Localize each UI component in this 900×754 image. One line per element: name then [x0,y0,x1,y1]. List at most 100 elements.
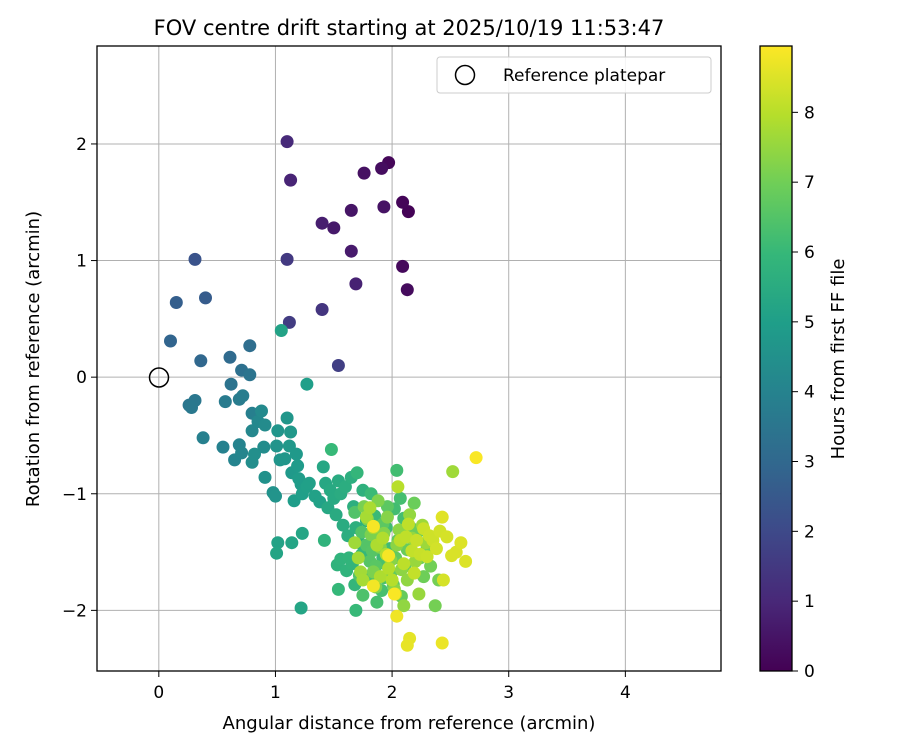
scatter-point [224,377,238,391]
colorbar-tick-label: 5 [804,313,815,333]
scatter-point [397,599,411,613]
scatter-point [274,324,288,337]
scatter-point [317,533,331,547]
legend: Reference platepar [436,56,712,94]
scatter-point [284,425,298,439]
scatter-point [412,587,426,601]
scatter-point [327,221,341,235]
scatter-point [243,368,257,382]
scatter-point [399,530,413,544]
scatter-point [387,587,401,601]
scatter-point [382,549,396,563]
scatter-point [291,459,305,473]
scatter-point [385,573,399,587]
colorbar-tick-label: 3 [804,453,815,473]
scatter-point [401,517,415,531]
scatter-point [396,259,410,273]
legend-box [436,56,712,94]
chart-title: FOV centre drift starting at 2025/10/19 … [154,16,665,40]
scatter-point [188,252,202,266]
legend-marker-icon [454,64,476,86]
scatter-point [428,599,442,613]
scatter-point [429,542,443,556]
scatter-point [331,582,345,596]
scatter-point [282,315,296,329]
scatter-point [349,603,363,617]
scatter-point [316,460,330,474]
y-tick-label: 2 [76,135,87,155]
colorbar-tick-label: 4 [804,383,815,403]
colorbar-label: Hours from first FF file [828,259,849,460]
scatter-point [446,465,460,479]
x-tick-label: 4 [620,683,631,703]
scatter-point [302,476,316,490]
colorbar-ticks: 0 1 2 3 4 5 6 7 8 [792,103,815,682]
scatter-point [469,451,483,465]
colorbar [759,45,793,672]
scatter-point [164,334,177,348]
colorbar-tick-label: 1 [804,592,815,612]
legend-label: Reference platepar [503,66,665,86]
scatter-point [440,530,454,544]
scatter-point [380,510,394,524]
scatter-point [271,424,285,438]
scatter-point [284,173,298,187]
scatter-point [270,546,284,560]
scatter-point [270,439,284,453]
scatter-point [396,195,410,209]
x-tick-label: 1 [270,683,281,703]
scatter-point [390,609,404,623]
scatter-point [344,244,358,258]
scatter-point [258,470,272,484]
scatter-point [391,480,405,494]
scatter-point [280,135,294,149]
scatter-point [376,531,390,545]
y-tick-label: 0 [76,368,87,388]
scatter-point [258,418,272,432]
data-points [164,135,483,652]
scatter-point [269,489,282,503]
colorbar-tick-label: 7 [804,173,815,193]
scatter-point [350,466,364,480]
scatter-point [218,395,232,409]
scatter-point [248,447,261,461]
scatter-point [169,296,183,309]
scatter-point [435,636,449,650]
scatter-point [363,501,377,515]
scatter-point [336,518,350,532]
scatter-point [280,411,294,425]
scatter-point [348,505,362,519]
y-tick-label: 1 [76,252,87,272]
reference-platepar-marker [148,367,170,388]
y-axis-label: Rotation from reference (arcmin) [23,211,44,507]
scatter-point [357,166,371,180]
scatter-point [285,536,299,550]
scatter-point [349,277,363,291]
scatter-point [245,424,259,438]
scatter-point [324,443,338,456]
scatter-point [278,452,292,466]
scatter-point [236,389,250,403]
scatter-point [235,446,249,460]
plot-frame [96,45,722,672]
scatter-point [397,557,411,571]
scatter-point [255,404,268,418]
scatter-point [420,550,434,564]
scatter-point [400,283,414,297]
x-tick-label: 0 [153,683,164,703]
scatter-point [295,526,309,540]
scatter-point [280,252,294,266]
x-tick-label: 3 [503,683,514,703]
scatter-point [257,440,271,454]
y-tick-label: −2 [62,601,87,621]
scatter-point [315,216,329,230]
scatter-point [375,161,389,175]
x-tick-label: 2 [387,683,398,703]
colorbar-tick-label: 0 [804,662,815,682]
colorbar-tick-label: 6 [804,243,815,263]
scatter-point [454,536,468,550]
scatter-point [185,401,198,414]
x-axis-label: Angular distance from reference (arcmin) [223,713,596,734]
scatter-point [401,205,415,219]
